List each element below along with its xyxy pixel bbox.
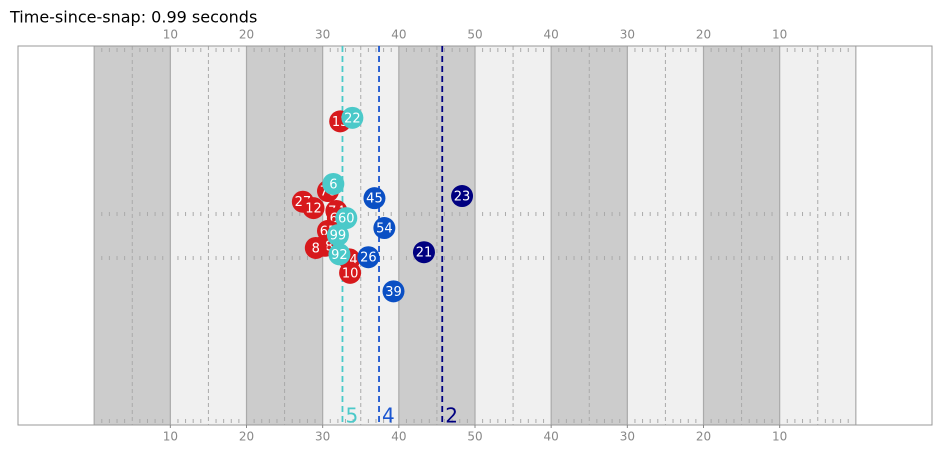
player-dot bbox=[382, 280, 405, 303]
player-number: 6 bbox=[329, 177, 337, 192]
player-dot bbox=[335, 207, 358, 230]
player-number: 12 bbox=[305, 202, 322, 217]
player-dot bbox=[328, 243, 351, 266]
x-tick-label-bottom: 40 bbox=[544, 430, 559, 444]
x-tick-label-bottom: 50 bbox=[467, 430, 482, 444]
player-number: 92 bbox=[331, 248, 348, 263]
player-number: 21 bbox=[416, 246, 433, 261]
x-tick-label-bottom: 30 bbox=[620, 430, 635, 444]
x-tick-label-top: 30 bbox=[620, 28, 635, 42]
x-tick-label-top: 20 bbox=[696, 28, 711, 42]
player-number: 39 bbox=[385, 285, 402, 300]
x-tick-label-top: 50 bbox=[467, 28, 482, 42]
x-tick-label-top: 40 bbox=[391, 28, 406, 42]
player-dot bbox=[412, 241, 435, 264]
player-dot bbox=[326, 224, 349, 247]
x-tick-label-top: 10 bbox=[772, 28, 787, 42]
chart-title: Time-since-snap: 0.99 seconds bbox=[9, 8, 257, 27]
player-dot bbox=[304, 236, 327, 259]
x-tick-label-bottom: 20 bbox=[239, 430, 254, 444]
player-number: 45 bbox=[366, 192, 383, 207]
player-number: 60 bbox=[338, 212, 355, 227]
player-number: 99 bbox=[330, 229, 347, 244]
player-number: 22 bbox=[344, 111, 361, 126]
player-number: 8 bbox=[312, 241, 320, 256]
x-tick-label-bottom: 40 bbox=[391, 430, 406, 444]
x-tick-label-bottom: 10 bbox=[772, 430, 787, 444]
marker-label: 4 bbox=[382, 404, 395, 428]
player-dot bbox=[451, 185, 474, 208]
player-dot bbox=[357, 246, 380, 269]
player-dot bbox=[363, 187, 386, 210]
player-dot bbox=[341, 106, 364, 129]
marker-label: 2 bbox=[445, 404, 458, 428]
x-tick-label-bottom: 30 bbox=[315, 430, 330, 444]
player-dot bbox=[339, 261, 362, 284]
player-number: 10 bbox=[342, 266, 359, 281]
player-dot bbox=[322, 172, 345, 195]
x-tick-label-top: 10 bbox=[163, 28, 178, 42]
x-tick-label-top: 20 bbox=[239, 28, 254, 42]
player-dot bbox=[302, 197, 325, 220]
player-number: 23 bbox=[454, 190, 471, 205]
player-number: 26 bbox=[360, 251, 377, 266]
x-tick-label-bottom: 10 bbox=[163, 430, 178, 444]
player-number: 54 bbox=[376, 222, 393, 237]
x-tick-label-top: 40 bbox=[544, 28, 559, 42]
marker-label: 5 bbox=[345, 404, 358, 428]
x-tick-label-bottom: 20 bbox=[696, 430, 711, 444]
x-tick-label-top: 30 bbox=[315, 28, 330, 42]
player-dot bbox=[373, 217, 396, 240]
